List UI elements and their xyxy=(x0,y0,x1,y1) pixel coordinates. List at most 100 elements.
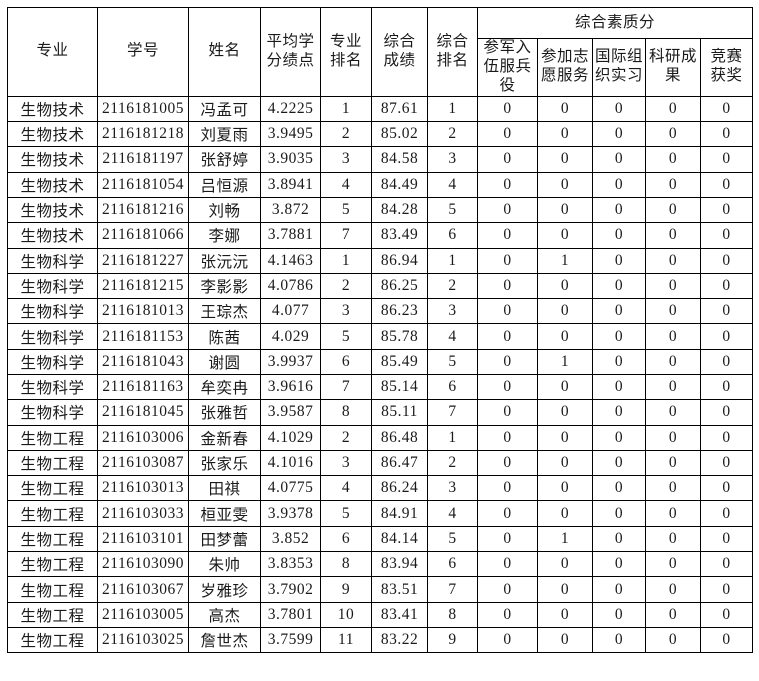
cell-total_rank: 3 xyxy=(427,475,478,502)
cell-gpa: 3.7599 xyxy=(260,626,321,654)
cell-major_rank: 1 xyxy=(320,247,372,274)
cell-competition: 0 xyxy=(700,146,753,173)
cell-competition: 0 xyxy=(700,196,753,224)
table-row: 生物科学 2116181013 王琮杰 4.077 3 86.23 3 0 0 0 0 0 xyxy=(7,298,753,325)
cell-competition: 0 xyxy=(700,247,753,274)
cell-intl_intern: 0 xyxy=(592,196,646,224)
cell-gpa: 3.9495 xyxy=(260,121,321,148)
cell-research: 0 xyxy=(645,323,701,350)
cell-intl_intern: 0 xyxy=(592,298,646,325)
cell-research: 0 xyxy=(645,601,701,628)
table-body: 生物技术 2116181005 冯孟可 4.2225 1 87.61 1 0 0 0 0 0 生物技术 2… xyxy=(7,95,753,654)
cell-total_rank: 7 xyxy=(427,399,478,426)
cell-military: 0 xyxy=(477,247,538,274)
cell-major_rank: 10 xyxy=(320,601,372,628)
cell-name: 冯孟可 xyxy=(188,95,261,123)
cell-name: 陈茜 xyxy=(188,323,261,350)
cell-student_id: 2116103006 xyxy=(97,424,189,451)
table-row: 生物工程 2116103090 朱帅 3.8353 8 83.94 6 0 0 0 0 0 xyxy=(7,551,753,578)
cell-major: 生物科学 xyxy=(7,323,98,350)
cell-intl_intern: 0 xyxy=(592,247,646,274)
cell-total_rank: 7 xyxy=(427,576,478,603)
cell-major_rank: 5 xyxy=(320,500,372,527)
cell-volunteer: 0 xyxy=(537,626,593,654)
cell-intl_intern: 0 xyxy=(592,146,646,173)
col-header-gpa: 平均学 分绩点 xyxy=(260,7,321,97)
cell-name: 桓亚雯 xyxy=(188,500,261,527)
cell-major_rank: 2 xyxy=(320,121,372,148)
table-row: 生物工程 2116103067 岁雅珍 3.7902 9 83.51 7 0 0 0 0 0 xyxy=(7,576,753,603)
cell-competition: 0 xyxy=(700,121,753,148)
cell-gpa: 3.9035 xyxy=(260,146,321,173)
cell-student_id: 2116181227 xyxy=(97,247,189,274)
table-row: 生物工程 2116103101 田梦蕾 3.852 6 84.14 5 0 1 0 0 0 xyxy=(7,525,753,553)
cell-name: 王琮杰 xyxy=(188,298,261,325)
cell-total_score: 85.02 xyxy=(371,121,428,148)
table-row: 生物技术 2116181066 李娜 3.7881 7 83.49 6 0 0 0 0 0 xyxy=(7,222,753,249)
cell-major_rank: 6 xyxy=(320,525,372,553)
cell-student_id: 2116181054 xyxy=(97,171,189,198)
cell-gpa: 3.9378 xyxy=(260,500,321,527)
cell-gpa: 4.2225 xyxy=(260,95,321,123)
cell-research: 0 xyxy=(645,247,701,274)
cell-volunteer: 0 xyxy=(537,551,593,578)
cell-major_rank: 6 xyxy=(320,348,372,375)
cell-military: 0 xyxy=(477,576,538,603)
cell-volunteer: 0 xyxy=(537,171,593,198)
cell-gpa: 4.077 xyxy=(260,298,321,325)
header-row-group: 专业 学号 姓名 平均学 分绩点 专业 排名 综合 成绩 综合 排名 综合素质分 xyxy=(7,7,753,97)
cell-student_id: 2116103090 xyxy=(97,551,189,578)
cell-name: 詹世杰 xyxy=(188,626,261,654)
cell-intl_intern: 0 xyxy=(592,424,646,451)
cell-military: 0 xyxy=(477,475,538,502)
cell-gpa: 3.872 xyxy=(260,196,321,224)
cell-intl_intern: 0 xyxy=(592,121,646,148)
cell-intl_intern: 0 xyxy=(592,95,646,123)
cell-major: 生物工程 xyxy=(7,500,98,527)
cell-competition: 0 xyxy=(700,298,753,325)
table-row: 生物技术 2116181216 刘畅 3.872 5 84.28 5 0 0 0 0 0 xyxy=(7,196,753,224)
cell-research: 0 xyxy=(645,171,701,198)
cell-volunteer: 0 xyxy=(537,121,593,148)
cell-major_rank: 3 xyxy=(320,298,372,325)
col-header-group-quality-score: 综合素质分 xyxy=(477,7,753,39)
cell-competition: 0 xyxy=(700,373,753,401)
cell-volunteer: 0 xyxy=(537,95,593,123)
header-row-sub: 参军入 伍服兵役 参加志 愿服务 国际组 织实习 科研成果 竞赛 获奖 xyxy=(8,38,753,97)
cell-volunteer: 0 xyxy=(537,323,593,350)
cell-military: 0 xyxy=(477,626,538,654)
table-row: 生物工程 2116103005 高杰 3.7801 10 83.41 8 0 0 0 0 0 xyxy=(7,601,753,628)
cell-military: 0 xyxy=(477,95,538,123)
cell-research: 0 xyxy=(645,576,701,603)
cell-intl_intern: 0 xyxy=(592,348,646,375)
cell-gpa: 4.1463 xyxy=(260,247,321,274)
cell-total_score: 86.23 xyxy=(371,298,428,325)
cell-competition: 0 xyxy=(700,171,753,198)
cell-total_score: 86.47 xyxy=(371,449,428,477)
table-row: 生物科学 2116181153 陈茜 4.029 5 85.78 4 0 0 0 0 0 xyxy=(7,323,753,350)
table-head: 专业 学号 姓名 平均学 分绩点 专业 排名 综合 成绩 综合 排名 综合素质分 参军入… xyxy=(7,7,753,97)
cell-name: 朱帅 xyxy=(188,551,261,578)
table-row: 生物科学 2116181227 张沅沅 4.1463 1 86.94 1 0 1 0 0 0 xyxy=(7,247,753,274)
cell-gpa: 3.852 xyxy=(260,525,321,553)
cell-research: 0 xyxy=(645,272,701,300)
cell-gpa: 3.9587 xyxy=(260,399,321,426)
cell-volunteer: 0 xyxy=(537,146,593,173)
cell-major: 生物科学 xyxy=(7,298,98,325)
cell-student_id: 2116103013 xyxy=(97,475,189,502)
cell-research: 0 xyxy=(645,500,701,527)
cell-total_score: 86.25 xyxy=(371,272,428,300)
cell-military: 0 xyxy=(477,399,538,426)
cell-total_rank: 5 xyxy=(427,525,478,553)
cell-intl_intern: 0 xyxy=(592,399,646,426)
table-row: 生物工程 2116103025 詹世杰 3.7599 11 83.22 9 0 0 0 0 0 xyxy=(7,626,753,654)
cell-name: 田祺 xyxy=(188,475,261,502)
cell-major: 生物科学 xyxy=(7,399,98,426)
table-row: 生物科学 2116181215 李影影 4.0786 2 86.25 2 0 0 0 0 0 xyxy=(7,272,753,300)
cell-name: 高杰 xyxy=(188,601,261,628)
cell-gpa: 4.1016 xyxy=(260,449,321,477)
cell-military: 0 xyxy=(477,171,538,198)
cell-competition: 0 xyxy=(700,576,753,603)
cell-total_score: 83.49 xyxy=(371,222,428,249)
cell-research: 0 xyxy=(645,626,701,654)
